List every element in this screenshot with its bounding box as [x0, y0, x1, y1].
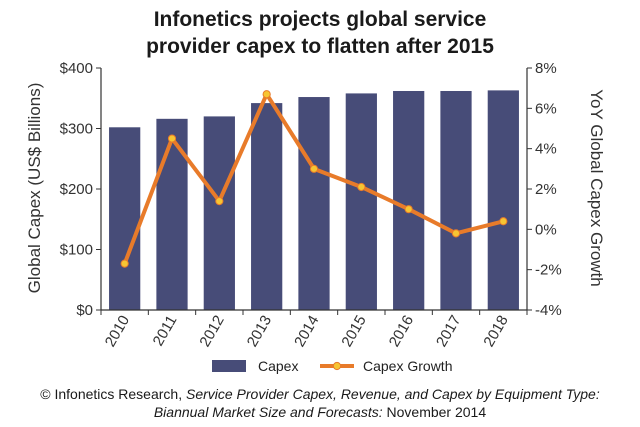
y-axis-right-title: YoY Global Capex Growth: [587, 89, 606, 287]
y-right-tick-label: -4%: [535, 302, 562, 319]
y-right-tick-label: 6%: [535, 100, 557, 117]
x-tick-label: 2018: [480, 313, 511, 350]
x-tick-label: 2016: [386, 313, 417, 350]
y-right-tick-label: 0%: [535, 221, 557, 238]
y-right-tick-label: 4%: [535, 141, 557, 158]
bar-2018: [487, 90, 519, 310]
y-left-tick-label: $0: [76, 302, 93, 319]
bar-2014: [298, 97, 330, 310]
legend-growth-label: Capex Growth: [363, 358, 452, 374]
x-tick-label: 2017: [433, 313, 464, 350]
bar-2016: [393, 90, 425, 311]
caption-date: November 2014: [382, 404, 487, 420]
growth-point-2018: [499, 217, 508, 226]
y-axis-left-title: Global Capex (US$ Billions): [25, 83, 44, 294]
growth-point-2017: [451, 229, 461, 238]
caption-line2: Biannual Market Size and Forecasts: Nove…: [0, 403, 640, 421]
legend: Capex Capex Growth: [212, 358, 452, 374]
bar-2017: [440, 90, 472, 311]
bar-2013: [251, 103, 283, 310]
x-tick-label: 2012: [196, 313, 227, 350]
x-tick-label: 2010: [102, 313, 133, 350]
y-left-tick-label: $100: [60, 242, 93, 259]
growth-point-2015: [357, 182, 366, 192]
y-left-tick-label: $200: [60, 181, 93, 198]
line-series: [120, 90, 508, 268]
growth-point-2014: [309, 164, 319, 173]
bar-2015: [345, 93, 377, 310]
y-right-tick-label: 8%: [535, 60, 557, 77]
bar-2012: [203, 116, 235, 311]
chart-title-line1: Infonetics projects global service: [154, 8, 487, 31]
caption-report-title: Service Provider Capex, Revenue, and Cap…: [185, 386, 600, 402]
growth-point-2012: [215, 197, 224, 206]
x-tick-label: 2011: [150, 313, 181, 349]
growth-point-2011: [167, 134, 177, 143]
caption-prefix: © Infonetics Research,: [40, 386, 186, 402]
legend-capex-label: Capex: [258, 358, 298, 374]
growth-point-2016: [404, 205, 413, 214]
x-tick-label: 2013: [244, 313, 275, 350]
chart-title-line2: provider capex to flatten after 2015: [146, 35, 494, 58]
growth-point-2010: [120, 259, 129, 268]
bar-series: [109, 90, 519, 311]
y-right-tick-label: -2%: [535, 262, 562, 279]
y-left-tick-label: $400: [60, 60, 93, 77]
caption-report-subtitle: Biannual Market Size and Forecasts:: [153, 404, 383, 420]
caption-line1: © Infonetics Research, Service Provider …: [0, 385, 640, 403]
legend-growth-marker: [332, 361, 342, 371]
y-left-tick-label: $300: [60, 121, 93, 138]
bar-2011: [156, 118, 188, 310]
bar-2010: [109, 127, 141, 310]
x-tick-label: 2014: [291, 313, 322, 350]
x-tick-label: 2015: [338, 313, 369, 350]
y-right-tick-label: 2%: [535, 181, 557, 198]
legend-capex-swatch: [212, 360, 246, 372]
growth-point-2013: [262, 90, 271, 99]
